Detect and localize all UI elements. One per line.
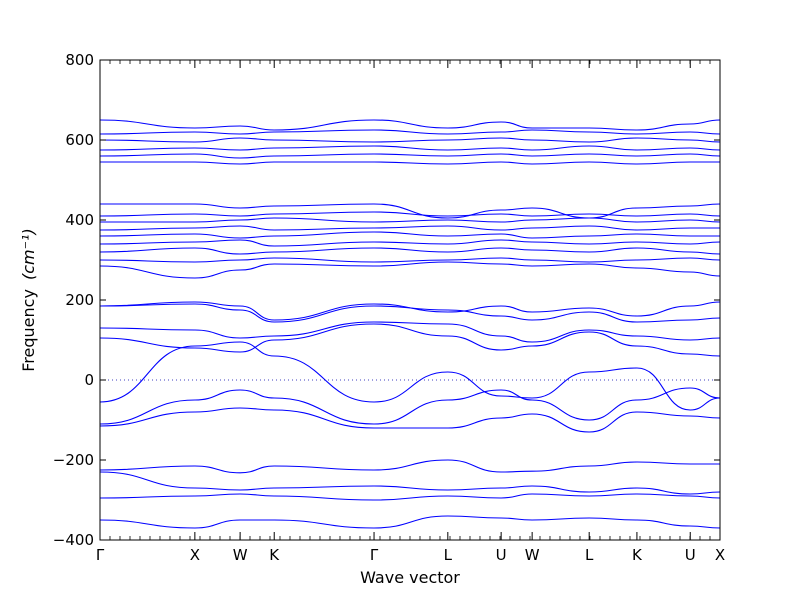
y-axis-ticks: −400 −200 0 200 400 600 800 [53,51,720,549]
y-tick-label: −200 [53,451,94,469]
band-line-19 [99,211,721,217]
x-tick-label: W [525,546,540,564]
x-tick-label: Γ [96,546,105,564]
band-line-20 [100,203,721,219]
band-line-21 [100,161,720,165]
y-tick-label: 200 [65,291,94,309]
x-tick-label: X [190,546,200,564]
plot-frame [99,59,721,541]
band-line-1 [99,515,721,529]
x-tick-label: U [685,546,696,564]
band-line-25 [99,129,721,135]
band-line-24 [99,137,721,143]
band-line-4 [99,459,720,474]
x-tick-label: K [632,546,643,564]
band-line-16 [99,231,720,239]
band-line-7 [99,341,721,411]
band-line-26 [99,119,721,131]
x-tick-label: K [269,546,280,564]
band-line-23 [99,145,721,151]
y-axis-label-unit: (cm⁻¹) [19,228,38,280]
band-line-15 [99,239,721,247]
band-line-18 [100,217,721,223]
x-tick-label: X [715,546,725,564]
band-line-14 [99,247,721,255]
x-tick-label: Γ [370,546,379,564]
y-tick-label: −400 [53,531,94,549]
x-tick-label: U [496,546,507,564]
y-tick-label: 800 [65,51,94,69]
y-tick-label: 400 [65,211,94,229]
x-tick-label: W [233,546,248,564]
band-line-5 [99,407,721,433]
band-line-22 [99,153,721,159]
x-axis-label: Wave vector [360,568,460,587]
x-tick-label: L [585,546,594,564]
band-line-2 [99,493,721,501]
band-line-12 [99,261,721,279]
band-line-8 [99,323,721,357]
band-line-11 [99,301,721,321]
x-tick-label: L [444,546,453,564]
y-axis-label-text: Frequency [19,289,38,372]
band-line-17 [99,225,720,231]
y-axis-label: Frequency (cm⁻¹) [19,228,38,371]
y-tick-label: 600 [65,131,94,149]
band-line-6 [99,387,721,425]
band-line-13 [99,257,721,263]
y-tick-label: 0 [84,371,94,389]
band-line-10 [99,303,721,323]
band-line-3 [99,471,721,495]
band-line-9 [99,321,721,343]
x-minor-ticks [99,60,721,540]
band-lines [99,119,721,529]
